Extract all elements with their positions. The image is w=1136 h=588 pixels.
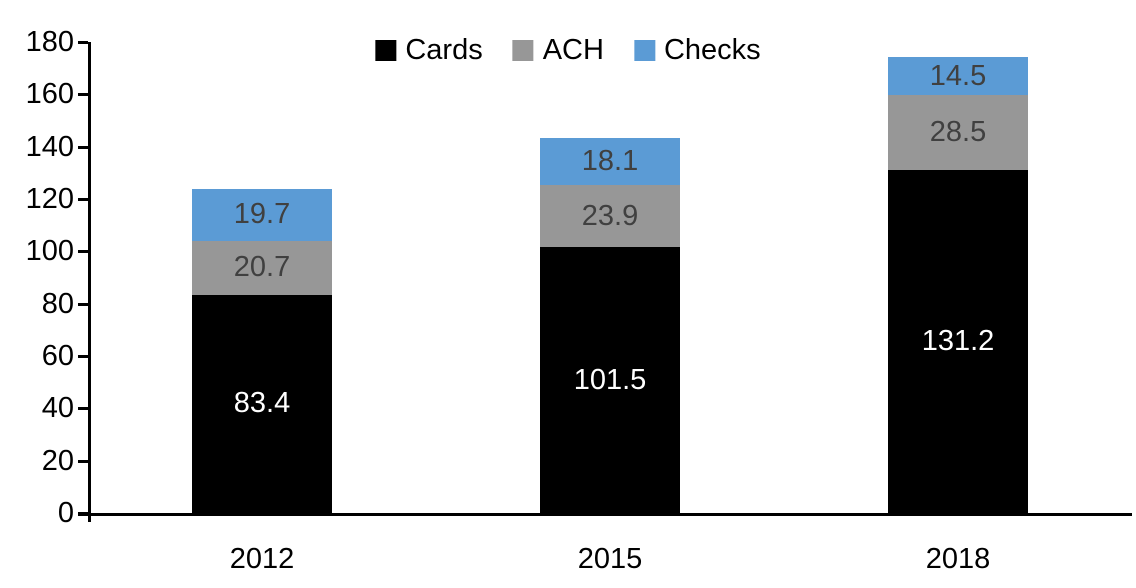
y-axis-tick <box>78 41 88 44</box>
bar-value-label: 131.2 <box>921 324 995 357</box>
legend-swatch-icon <box>633 40 655 61</box>
legend-item-checks: Checks <box>633 34 761 66</box>
bar-segment-cards: 101.5 <box>540 247 680 513</box>
y-axis-tick <box>78 355 88 358</box>
y-axis-tick-label: 180 <box>25 26 74 58</box>
bar-segment-checks: 18.1 <box>540 137 680 185</box>
y-axis-tick-label: 40 <box>41 392 74 425</box>
y-axis-tick <box>78 459 88 463</box>
y-axis-tick-label: 60 <box>41 340 74 372</box>
y-axis-tick-label: 100 <box>25 235 74 268</box>
legend-swatch-icon <box>375 40 397 61</box>
bar-value-label: 19.7 <box>233 198 291 231</box>
y-axis-tick <box>78 93 88 97</box>
y-axis-tick <box>78 145 88 149</box>
x-axis <box>78 513 1132 516</box>
bar-column-2012: 83.4 20.7 19.7 <box>192 42 332 513</box>
legend-item-ach: ACH <box>512 34 604 66</box>
y-axis-tick-label: 160 <box>25 78 74 111</box>
y-axis-tick-label: 20 <box>41 444 74 477</box>
y-axis-tick <box>78 512 88 515</box>
legend-label: Checks <box>663 34 761 66</box>
bar-segment-cards: 83.4 <box>192 294 332 513</box>
bar-value-label: 83.4 <box>233 387 291 420</box>
bar-segment-cards: 131.2 <box>888 169 1028 513</box>
legend-label: ACH <box>542 34 604 66</box>
bar-segment-ach: 28.5 <box>888 95 1028 170</box>
bar-segment-ach: 23.9 <box>540 184 680 248</box>
y-axis-tick-label: 140 <box>25 130 74 163</box>
bar-value-label: 23.9 <box>581 199 639 232</box>
bar-segment-checks: 19.7 <box>192 189 332 241</box>
bar-value-label: 20.7 <box>233 251 291 284</box>
bar-value-label: 101.5 <box>573 363 647 396</box>
legend: Cards ACH Checks <box>375 34 761 66</box>
bar-segment-ach: 20.7 <box>192 240 332 295</box>
y-axis-tick <box>78 198 88 201</box>
legend-label: Cards <box>405 34 483 66</box>
legend-swatch-icon <box>512 40 534 61</box>
bar-value-label: 14.5 <box>929 59 987 92</box>
x-category-label-2015: 2015 <box>577 543 643 575</box>
y-axis-tick <box>78 407 88 411</box>
bar-column-2015: 101.5 23.9 18.1 <box>540 42 680 513</box>
y-axis-tick-label: 80 <box>41 287 74 320</box>
bar-column-2018: 131.2 28.5 14.5 <box>888 42 1028 513</box>
y-axis-tick <box>78 302 88 306</box>
y-axis <box>88 42 91 522</box>
x-category-label-2018: 2018 <box>925 543 991 575</box>
bar-segment-checks: 14.5 <box>888 57 1028 96</box>
y-axis-tick-label: 120 <box>25 183 74 215</box>
y-axis-tick-label: 0 <box>57 497 74 529</box>
y-axis-tick <box>78 250 88 254</box>
x-category-label-2012: 2012 <box>229 543 295 575</box>
bar-value-label: 18.1 <box>581 144 639 177</box>
legend-item-cards: Cards <box>375 34 483 66</box>
bar-value-label: 28.5 <box>929 115 987 148</box>
